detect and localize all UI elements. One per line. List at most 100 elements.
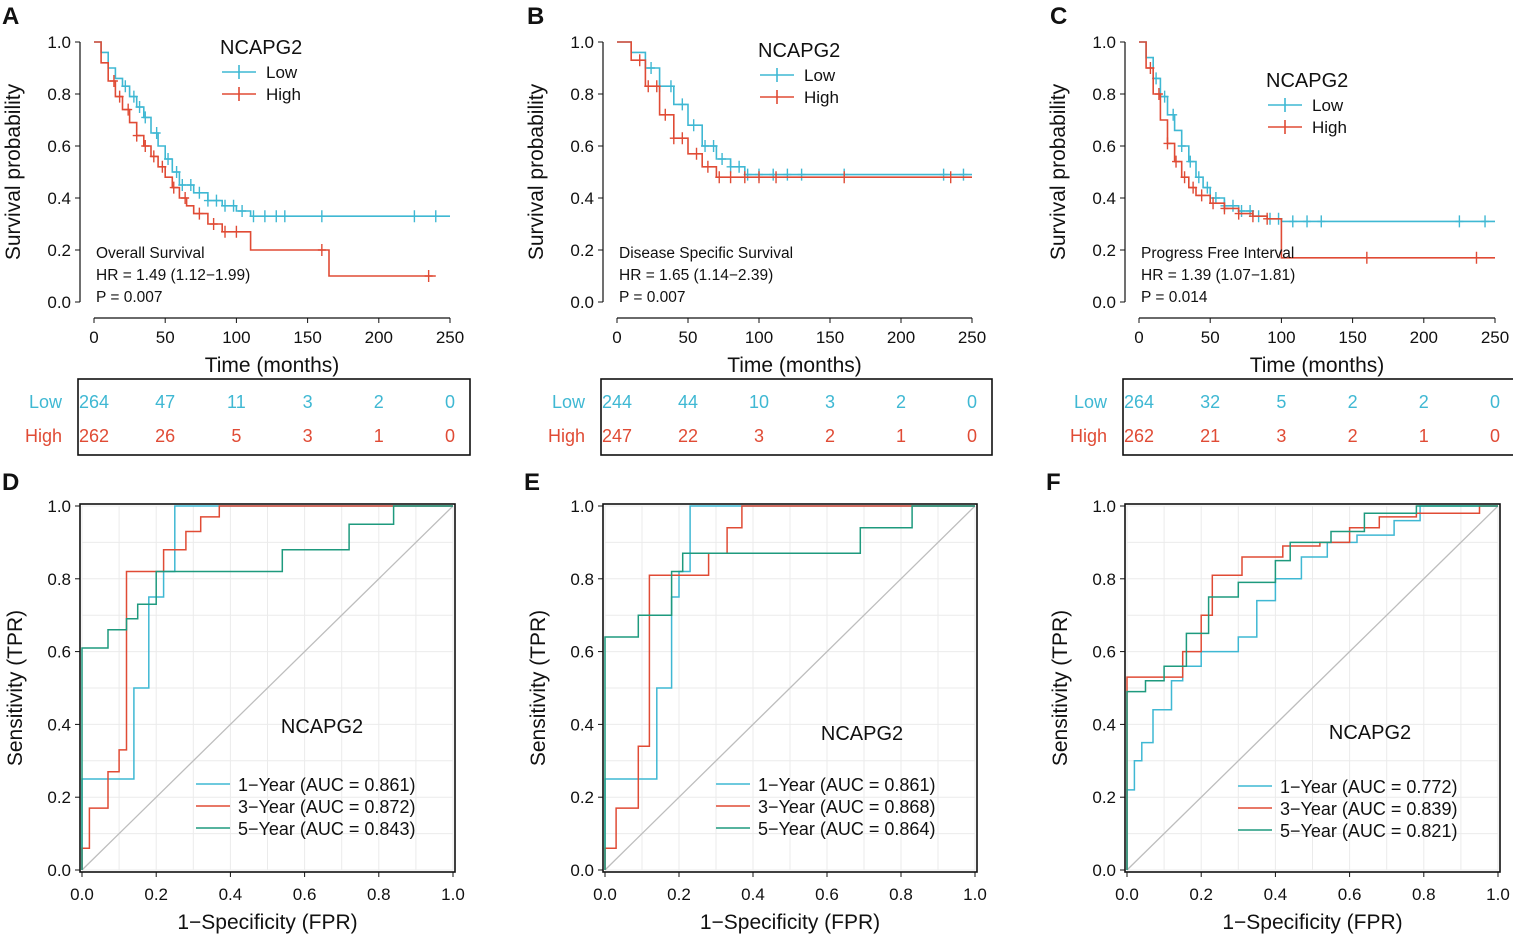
censor-mark <box>181 192 190 204</box>
reference-diagonal <box>1126 505 1499 871</box>
x-tick-label: 0.4 <box>1264 885 1288 904</box>
risk-cell: 22 <box>678 426 698 446</box>
plot-frame <box>79 503 456 873</box>
x-tick-label: 150 <box>293 328 321 347</box>
censor-mark <box>678 132 687 145</box>
risk-row-label: Low <box>552 392 586 412</box>
reference-diagonal <box>604 505 976 871</box>
y-tick-label: 0.2 <box>1092 788 1116 807</box>
risk-cell: 10 <box>749 392 769 412</box>
x-tick-label: 150 <box>1338 328 1366 347</box>
censor-mark <box>238 205 247 217</box>
legend-label: High <box>266 85 301 104</box>
censor-mark <box>740 171 749 184</box>
censor-mark <box>1177 140 1186 152</box>
censor-mark <box>410 210 419 223</box>
km-curve-low <box>94 41 450 217</box>
panel-label: C <box>1050 3 1067 30</box>
roc-panel-f: F 0.0 0.2 0.4 0.6 0.8 1.0 0.0 0.2 0.4 0.6 0.8 1.0 1−S… <box>1046 469 1510 934</box>
censor-mark <box>1169 108 1178 121</box>
censor-mark <box>232 225 241 238</box>
risk-cell: 262 <box>1124 426 1154 446</box>
legend-label: 3−Year (AUC = 0.872) <box>238 797 415 817</box>
risk-cell: 244 <box>602 392 632 412</box>
km-curve-high <box>617 41 972 178</box>
censor-mark <box>1288 215 1297 228</box>
risk-cell: 21 <box>1200 426 1220 446</box>
censor-mark <box>221 199 230 212</box>
x-tick-label: 150 <box>816 328 844 347</box>
censor-mark <box>186 179 195 191</box>
censor-mark <box>1180 171 1189 184</box>
censor-mark <box>169 181 178 194</box>
censor-mark <box>1362 251 1371 264</box>
risk-table: Low 264 47 11 3 2 0 High 262 26 5 3 1 0 <box>25 378 471 456</box>
y-axis-title: Sensitivity (TPR) <box>1049 610 1072 766</box>
annotation-line: P = 0.014 <box>1141 289 1208 306</box>
x-tick-label: 250 <box>1481 328 1509 347</box>
censor-mark <box>1154 88 1163 100</box>
annotation-line: P = 0.007 <box>619 289 686 306</box>
censor-mark <box>1228 199 1237 212</box>
risk-cell: 11 <box>227 392 246 412</box>
risk-table-box <box>1122 378 1513 456</box>
censor-mark <box>1248 210 1257 223</box>
y-tick-label: 1.0 <box>1092 33 1116 52</box>
annotation-line: HR = 1.39 (1.07−1.81) <box>1141 267 1295 284</box>
censor-mark <box>726 171 735 184</box>
censor-mark <box>1317 215 1326 228</box>
x-tick-label: 50 <box>1201 328 1220 347</box>
risk-cell: 2 <box>825 426 835 446</box>
censor-mark <box>678 98 687 111</box>
y-tick-label: 0.8 <box>570 570 594 589</box>
roc-curve-y1 <box>1126 505 1498 870</box>
censor-mark <box>959 168 968 181</box>
y-tick-label: 1.0 <box>47 497 71 516</box>
censor-mark <box>272 210 281 223</box>
censor-mark <box>280 210 289 223</box>
x-tick-label: 0.8 <box>1412 885 1436 904</box>
risk-row-label: Low <box>1074 392 1108 412</box>
censor-mark <box>709 140 718 152</box>
roc-panel-e: E 0.0 0.2 0.4 0.6 0.8 1.0 0.0 0.2 0.4 0.6 0.8 1.0 1−S… <box>524 469 987 934</box>
y-tick-label: 0.2 <box>570 788 594 807</box>
censor-mark <box>1303 215 1312 228</box>
risk-row-label: Low <box>29 392 63 412</box>
risk-cell: 2 <box>1348 426 1358 446</box>
risk-cell: 44 <box>678 392 698 412</box>
roc-curve-y5 <box>81 505 453 870</box>
risk-cell: 1 <box>374 426 384 446</box>
risk-cell: 32 <box>1200 392 1220 412</box>
legend-title: NCAPG2 <box>1266 70 1348 92</box>
y-axis-title: Survival probability <box>525 83 548 260</box>
risk-cell: 2 <box>1419 392 1429 412</box>
censor-mark <box>772 171 781 184</box>
censor-mark <box>726 160 735 173</box>
risk-cell: 3 <box>303 426 313 446</box>
legend-key-low <box>222 65 256 79</box>
risk-cell: 0 <box>1490 426 1500 446</box>
censor-mark <box>317 244 326 256</box>
annotation-line: Progress Free Interval <box>1141 245 1294 262</box>
censor-mark <box>1189 181 1198 194</box>
risk-cell: 3 <box>303 392 313 412</box>
y-tick-label: 1.0 <box>570 497 594 516</box>
y-axis-title: Sensitivity (TPR) <box>4 610 27 766</box>
y-tick-label: 0.8 <box>570 85 594 104</box>
risk-cell: 2 <box>896 392 906 412</box>
y-tick-label: 0.0 <box>1092 293 1116 312</box>
risk-row-label: High <box>548 426 585 446</box>
censor-mark <box>735 160 744 173</box>
risk-cell: 5 <box>231 426 241 446</box>
annotation-line: Disease Specific Survival <box>619 245 793 262</box>
y-tick-label: 0.8 <box>47 570 71 589</box>
legend-title: NCAPG2 <box>220 37 302 59</box>
x-tick-label: 0 <box>89 328 98 347</box>
censor-mark <box>1220 202 1229 215</box>
legend-label: 1−Year (AUC = 0.861) <box>238 775 415 795</box>
y-tick-label: 0.4 <box>47 189 71 208</box>
censor-mark <box>424 270 433 282</box>
y-tick-label: 0.6 <box>47 643 71 662</box>
x-tick-label: 100 <box>222 328 250 347</box>
